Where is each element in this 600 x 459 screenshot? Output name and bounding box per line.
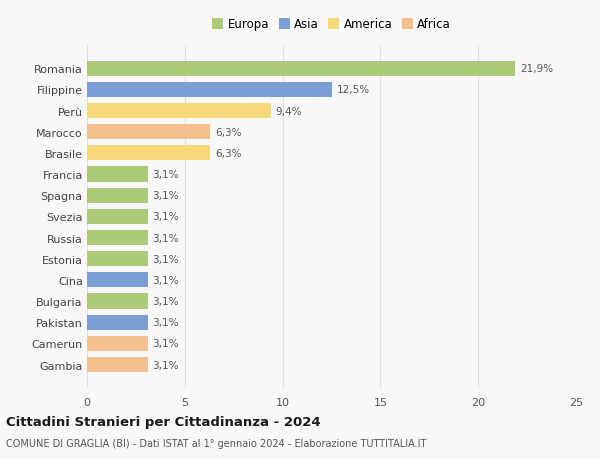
Bar — [87, 252, 148, 267]
Text: 3,1%: 3,1% — [152, 360, 179, 369]
Bar — [87, 209, 148, 224]
Bar — [87, 336, 148, 351]
Text: 6,3%: 6,3% — [215, 128, 242, 137]
Text: 3,1%: 3,1% — [152, 318, 179, 327]
Bar — [87, 104, 271, 119]
Text: 3,1%: 3,1% — [152, 212, 179, 222]
Text: 3,1%: 3,1% — [152, 275, 179, 285]
Text: 12,5%: 12,5% — [337, 85, 370, 95]
Text: 3,1%: 3,1% — [152, 233, 179, 243]
Text: 3,1%: 3,1% — [152, 339, 179, 348]
Text: Cittadini Stranieri per Cittadinanza - 2024: Cittadini Stranieri per Cittadinanza - 2… — [6, 415, 320, 429]
Text: 3,1%: 3,1% — [152, 254, 179, 264]
Bar — [87, 357, 148, 372]
Bar — [87, 83, 331, 98]
Bar — [87, 125, 210, 140]
Bar — [87, 230, 148, 246]
Text: COMUNE DI GRAGLIA (BI) - Dati ISTAT al 1° gennaio 2024 - Elaborazione TUTTITALIA: COMUNE DI GRAGLIA (BI) - Dati ISTAT al 1… — [6, 438, 427, 448]
Legend: Europa, Asia, America, Africa: Europa, Asia, America, Africa — [209, 14, 454, 34]
Bar — [87, 273, 148, 288]
Bar — [87, 146, 210, 161]
Text: 3,1%: 3,1% — [152, 191, 179, 201]
Text: 3,1%: 3,1% — [152, 297, 179, 306]
Text: 21,9%: 21,9% — [520, 64, 553, 74]
Bar — [87, 62, 515, 77]
Bar — [87, 167, 148, 182]
Bar — [87, 294, 148, 309]
Bar — [87, 188, 148, 203]
Text: 3,1%: 3,1% — [152, 170, 179, 179]
Text: 6,3%: 6,3% — [215, 149, 242, 158]
Text: 9,4%: 9,4% — [276, 106, 302, 116]
Bar — [87, 315, 148, 330]
